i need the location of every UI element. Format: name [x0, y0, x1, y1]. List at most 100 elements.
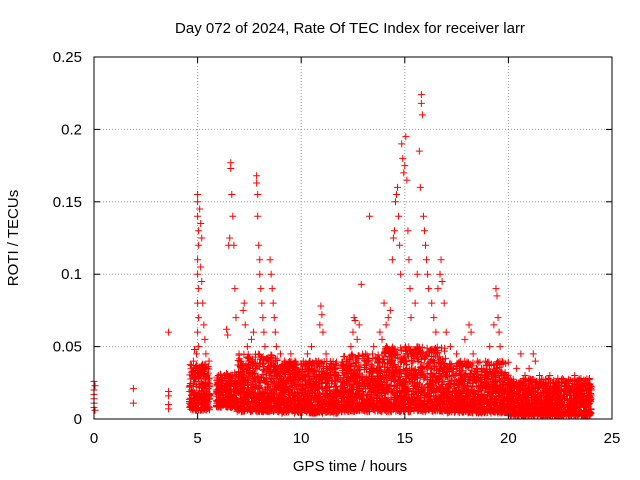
data-point [205, 357, 213, 365]
data-point [347, 343, 355, 351]
data-point [376, 328, 384, 336]
data-point [366, 212, 374, 220]
data-point [406, 285, 414, 293]
data-point [272, 355, 280, 363]
data-point [219, 391, 227, 399]
data-point [223, 325, 231, 333]
data-point [260, 356, 268, 364]
data-point [428, 299, 436, 307]
data-point [267, 354, 275, 362]
data-point [442, 328, 450, 336]
data-point [195, 285, 203, 293]
data-point [420, 227, 428, 235]
data-point [254, 191, 262, 199]
data-point [461, 335, 469, 343]
data-point [398, 140, 406, 148]
data-point [195, 314, 203, 322]
data-point [411, 299, 419, 307]
data-point [194, 369, 202, 377]
data-point [201, 382, 209, 390]
data-point [399, 154, 407, 162]
data-point [226, 234, 234, 242]
data-point [438, 277, 446, 285]
data-point [258, 299, 266, 307]
data-point [486, 343, 494, 351]
data-point [198, 277, 206, 285]
data-point [247, 361, 255, 369]
data-point [393, 191, 401, 199]
data-point [193, 363, 201, 371]
data-point [257, 373, 265, 381]
data-point [189, 357, 197, 365]
data-point [391, 198, 399, 206]
data-point [235, 351, 243, 359]
data-point [423, 256, 431, 264]
data-point [200, 391, 208, 399]
data-point [266, 256, 274, 264]
data-point [415, 147, 423, 155]
data-point [248, 380, 256, 388]
data-point [258, 360, 266, 368]
data-point [228, 191, 236, 199]
data-point [353, 335, 361, 343]
data-point [264, 354, 272, 362]
data-point [424, 270, 432, 278]
data-point [193, 350, 201, 358]
data-point [245, 355, 253, 363]
data-point [91, 406, 99, 414]
data-point [316, 321, 324, 329]
data-point [270, 314, 278, 322]
data-point [230, 241, 238, 249]
data-point [490, 321, 498, 329]
data-point [453, 350, 461, 358]
data-point [185, 395, 193, 403]
data-point [226, 399, 234, 407]
data-point [249, 394, 257, 402]
data-point [436, 270, 444, 278]
data-point [467, 328, 475, 336]
data-point [401, 162, 409, 170]
data-point [268, 285, 276, 293]
data-point [416, 183, 424, 191]
data-point [234, 376, 242, 384]
data-point [259, 366, 267, 374]
data-point [257, 355, 265, 363]
data-point [197, 220, 205, 228]
data-point [355, 321, 363, 329]
data-point [419, 212, 427, 220]
data-point [256, 379, 264, 387]
data-point [308, 343, 316, 351]
data-point [531, 357, 539, 365]
data-point [240, 299, 248, 307]
data-point [238, 368, 246, 376]
data-point [317, 302, 325, 310]
data-point [192, 362, 200, 370]
data-point [196, 205, 204, 213]
data-point [396, 241, 404, 249]
data-point [231, 285, 239, 293]
data-point [217, 372, 225, 380]
data-point [201, 369, 209, 377]
data-point [204, 398, 212, 406]
data-point [492, 285, 500, 293]
data-point [493, 292, 501, 300]
data-point [195, 241, 203, 249]
data-point [256, 256, 264, 264]
data-point [407, 314, 415, 322]
data-point [190, 345, 198, 353]
data-point [370, 343, 378, 351]
data-point [191, 363, 199, 371]
data-point [434, 285, 442, 293]
data-point [195, 343, 203, 351]
data-point [129, 399, 137, 407]
data-point [194, 191, 202, 199]
data-point [384, 314, 392, 322]
data-point [422, 241, 430, 249]
data-point [253, 179, 261, 187]
data-point [187, 375, 195, 383]
data-point [437, 256, 445, 264]
data-point [227, 372, 235, 380]
data-point [165, 392, 173, 400]
data-point [217, 403, 225, 411]
data-point [389, 234, 397, 242]
